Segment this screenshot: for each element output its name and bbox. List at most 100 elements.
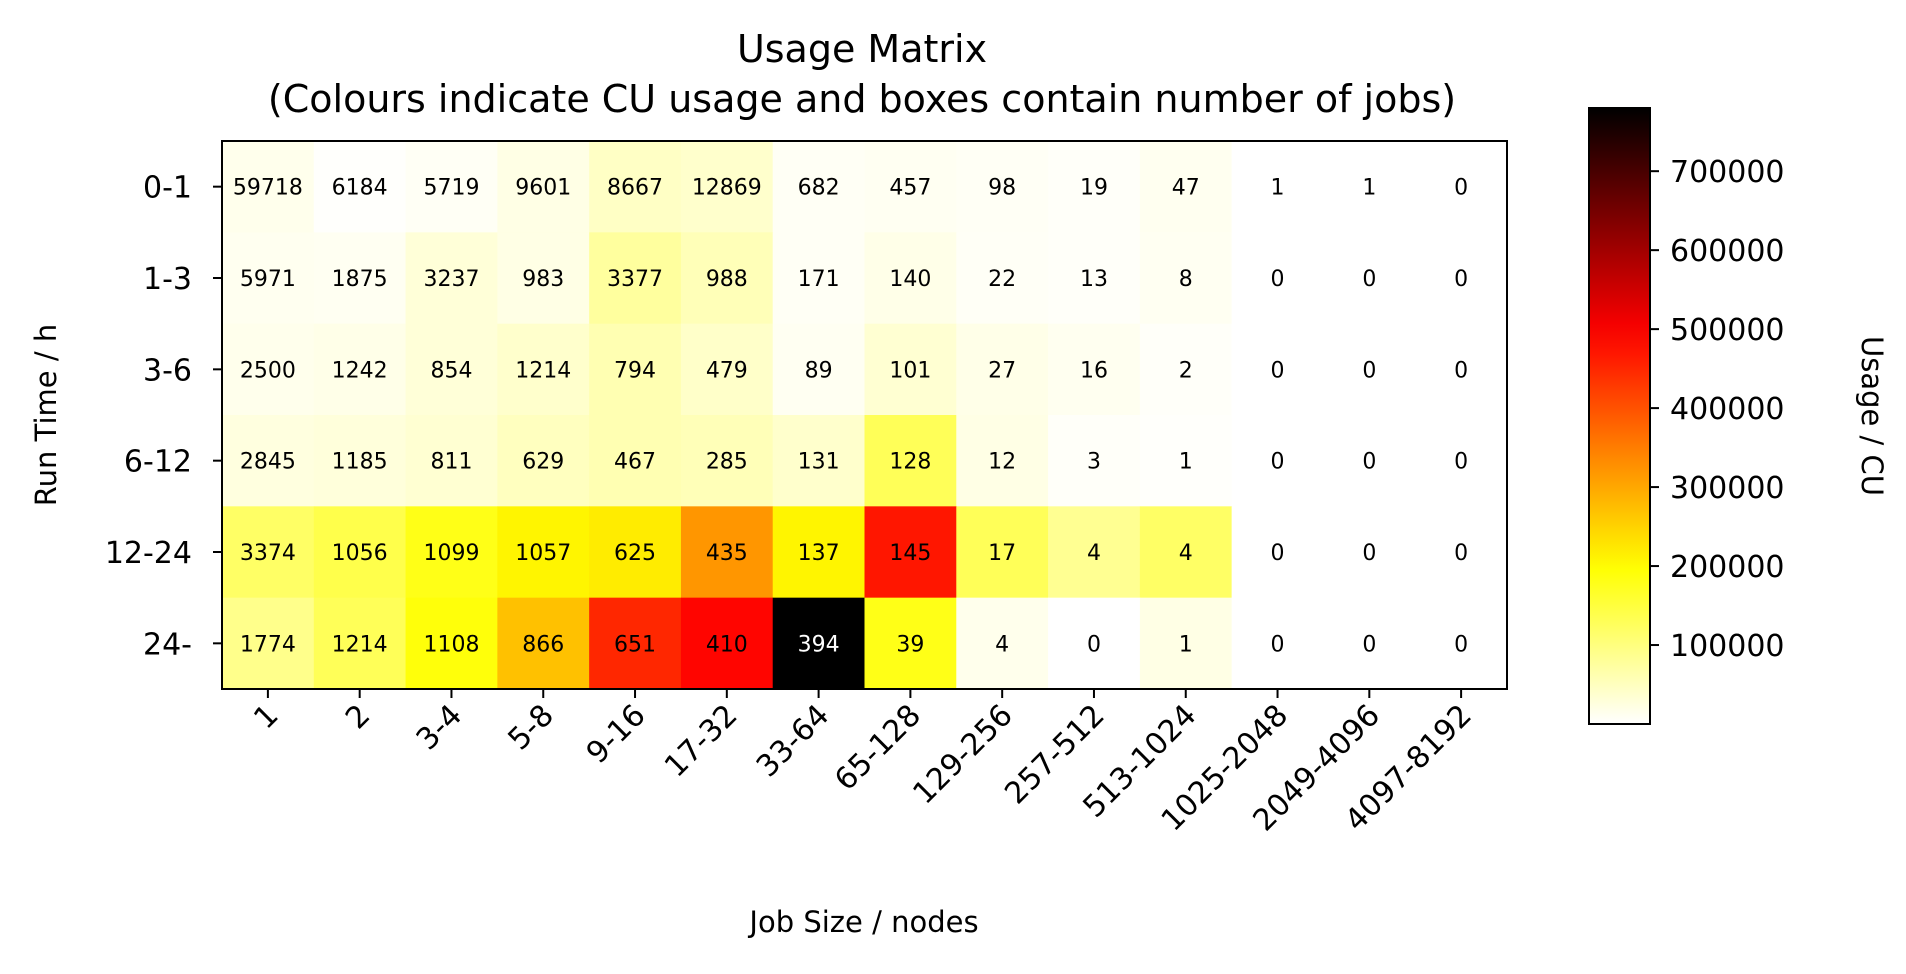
- cell-job-count: 89: [805, 358, 833, 383]
- x-tick-label: 1: [247, 698, 285, 736]
- cell-job-count: 4: [1179, 541, 1193, 566]
- cell-job-count: 1214: [332, 632, 388, 657]
- heatmap-cell: [864, 506, 957, 599]
- cell-job-count: 6184: [332, 176, 388, 201]
- heatmap-cell: [313, 415, 407, 507]
- colorbar-tick-label: 400000: [1670, 392, 1785, 427]
- heatmap-cell: [1323, 415, 1416, 507]
- cell-job-count: 8: [1179, 267, 1193, 292]
- heatmap-cell: [1231, 323, 1324, 416]
- cell-job-count: 3237: [423, 267, 479, 292]
- heatmap-cell: [313, 323, 407, 416]
- heatmap-cell: [405, 232, 498, 325]
- heatmap-cell: [222, 506, 315, 599]
- heatmap-cell: [956, 232, 1049, 325]
- cell-job-count: 0: [1271, 450, 1285, 475]
- heatmap-cell: [1139, 597, 1233, 690]
- heatmap-cell: [1323, 141, 1416, 233]
- cell-job-count: 1: [1362, 176, 1376, 201]
- cell-job-count: 0: [1454, 358, 1468, 383]
- cell-job-count: 17: [988, 541, 1016, 566]
- cell-job-count: 2500: [240, 358, 296, 383]
- cell-job-count: 13: [1080, 267, 1108, 292]
- heatmap-cell: [222, 232, 315, 325]
- heatmap-cell: [1139, 506, 1233, 599]
- cell-job-count: 0: [1271, 541, 1285, 566]
- heatmap-cell: [1415, 323, 1508, 416]
- cell-job-count: 1108: [423, 632, 479, 657]
- heatmap-cell: [680, 415, 774, 507]
- heatmap-cell: [222, 323, 315, 416]
- heatmap-cell: [1048, 415, 1141, 507]
- heatmap-cell: [864, 232, 957, 325]
- cell-job-count: 171: [798, 267, 840, 292]
- heatmap-cell: [1415, 232, 1508, 325]
- heatmap-cell: [1323, 506, 1416, 599]
- cell-job-count: 285: [706, 450, 748, 475]
- cell-job-count: 0: [1454, 541, 1468, 566]
- cell-job-count: 1: [1179, 450, 1193, 475]
- heatmap-cell: [405, 415, 498, 507]
- heatmap-cell: [405, 141, 498, 233]
- x-tick-label: 3-4: [410, 698, 469, 757]
- y-tick-label: 3-6: [143, 353, 192, 388]
- heatmap-cell: [1139, 141, 1233, 233]
- heatmap-cell: [772, 141, 865, 233]
- cell-job-count: 16: [1080, 358, 1108, 383]
- heatmap-cell: [1139, 415, 1233, 507]
- colorbar-tick-label: 100000: [1670, 629, 1785, 664]
- cell-job-count: 140: [889, 267, 931, 292]
- cell-job-count: 0: [1362, 632, 1376, 657]
- heatmap-cell: [956, 415, 1049, 507]
- heatmap-cell: [589, 506, 682, 599]
- heatmap-cell-labels: 59718 6184 5719 9601 8667 12869 682 457 98 19 47 1 1…: [233, 176, 1468, 658]
- cell-job-count: 0: [1454, 176, 1468, 201]
- cell-job-count: 4: [1087, 541, 1101, 566]
- heatmap-cell: [956, 323, 1049, 416]
- heatmap-cell: [222, 597, 315, 690]
- heatmap-cell: [1139, 323, 1233, 416]
- x-tick-label: 33-64: [750, 698, 836, 784]
- cell-job-count: 145: [889, 541, 931, 566]
- heatmap-cell: [1231, 506, 1324, 599]
- heatmap-cell: [222, 141, 315, 233]
- cell-job-count: 467: [614, 450, 656, 475]
- cell-job-count: 1774: [240, 632, 296, 657]
- cell-job-count: 625: [614, 541, 656, 566]
- cell-job-count: 1056: [332, 541, 388, 566]
- cell-job-count: 983: [522, 267, 564, 292]
- y-axis-label: Run Time / h: [29, 324, 63, 506]
- heatmap-cell: [1323, 323, 1416, 416]
- cell-job-count: 682: [798, 176, 840, 201]
- heatmap-cell: [680, 597, 774, 690]
- heatmap-cell: [772, 415, 865, 507]
- heatmap-cell: [772, 323, 865, 416]
- cell-job-count: 27: [988, 358, 1016, 383]
- cell-job-count: 0: [1454, 267, 1468, 292]
- y-tick-label: 24-: [143, 627, 192, 662]
- x-tick-label: 9-16: [580, 698, 653, 771]
- colorbar-label: Usage / CU: [1855, 336, 1889, 496]
- cell-job-count: 651: [614, 632, 656, 657]
- heatmap-cell: [1415, 506, 1508, 599]
- cell-job-count: 1875: [332, 267, 388, 292]
- heatmap-cell: [1415, 597, 1508, 690]
- heatmap-cell: [772, 232, 865, 325]
- chart-title: Usage Matrix: [737, 27, 987, 71]
- cell-job-count: 1242: [332, 358, 388, 383]
- x-axis-ticks: 1 2 3-4 5-8 9-16 17-32 33-6465-128129-256257-5…: [247, 689, 1479, 838]
- heatmap-cell: [313, 597, 407, 690]
- cell-job-count: 811: [430, 450, 472, 475]
- cell-job-count: 0: [1362, 450, 1376, 475]
- cell-job-count: 131: [798, 450, 840, 475]
- heatmap-cell: [1139, 232, 1233, 325]
- heatmap-cell: [956, 597, 1049, 690]
- cell-job-count: 1214: [515, 358, 571, 383]
- heatmap-cell: [1323, 232, 1416, 325]
- colorbar-tick-label: 500000: [1670, 313, 1785, 348]
- cell-job-count: 9601: [515, 176, 571, 201]
- heatmap-cell: [497, 323, 590, 416]
- cell-job-count: 2: [1179, 358, 1193, 383]
- colorbar-tick-label: 700000: [1670, 155, 1785, 190]
